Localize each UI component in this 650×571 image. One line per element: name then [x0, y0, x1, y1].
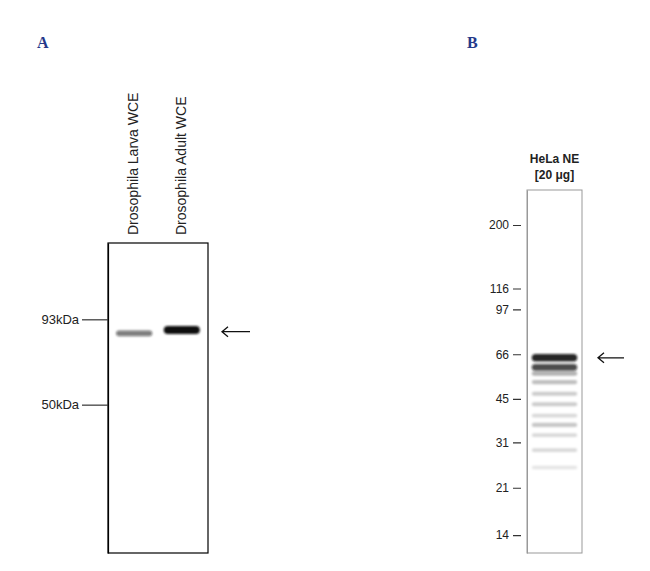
tick: 93kDa — [41, 312, 108, 327]
tick-label: 31 — [496, 436, 510, 450]
tick: 66 — [496, 348, 527, 362]
tick-label: 21 — [496, 481, 510, 495]
lane-label: HeLa NE — [530, 152, 579, 166]
tick-label: 93kDa — [41, 312, 79, 327]
tick-mark — [513, 225, 527, 226]
figure: A 93kDa 50kDa Drosophila Larva WCE Drosophil… — [0, 0, 650, 571]
band — [532, 371, 577, 376]
lane-label: [20 μg] — [535, 168, 574, 182]
band — [116, 330, 152, 336]
gel-frame — [108, 243, 208, 553]
tick: 14 — [496, 528, 527, 542]
arrow — [222, 327, 250, 337]
band — [532, 354, 577, 362]
band — [532, 466, 577, 470]
tick-mark — [513, 288, 527, 289]
tick-mark — [513, 488, 527, 489]
tick-mark — [513, 399, 527, 400]
tick: 45 — [496, 392, 527, 406]
tick-label: 200 — [489, 218, 509, 232]
lane-label: Drosophila Larva WCE — [125, 93, 141, 235]
panel-title: B — [467, 34, 478, 51]
lane-label: Drosophila Adult WCE — [173, 96, 189, 235]
tick-mark — [513, 535, 527, 536]
tick-mark — [513, 354, 527, 355]
y-axis: 93kDa 50kDa — [41, 244, 108, 554]
band — [164, 326, 200, 334]
tick-mark — [513, 309, 527, 310]
band — [532, 364, 577, 371]
y-axis: 200 116 97 66 45 31 21 14 — [489, 191, 528, 554]
panel: B 200 116 97 66 45 31 21 14 HeLa NE [20 μg] — [467, 34, 624, 554]
band — [532, 423, 577, 427]
tick-label: 97 — [496, 303, 510, 317]
tick: 97 — [496, 303, 527, 317]
bands — [532, 354, 577, 469]
tick-mark — [82, 405, 108, 406]
tick: 50kDa — [41, 397, 108, 412]
tick-mark — [82, 319, 108, 320]
band — [532, 414, 577, 418]
tick: 21 — [496, 481, 527, 495]
tick-label: 116 — [490, 282, 509, 296]
band — [532, 392, 577, 396]
band — [532, 448, 577, 452]
tick-label: 66 — [496, 348, 510, 362]
axis-line — [527, 191, 528, 554]
tick: 116 — [490, 282, 527, 296]
band — [532, 380, 577, 384]
tick-label: 14 — [496, 528, 510, 542]
band — [532, 402, 577, 406]
panel: A 93kDa 50kDa Drosophila Larva WCE Drosophil… — [37, 34, 250, 554]
tick-mark — [513, 442, 527, 443]
axis-line — [108, 244, 109, 554]
tick: 200 — [489, 218, 527, 232]
gel-frame — [527, 190, 582, 553]
tick-label: 50kDa — [41, 397, 79, 412]
panel-title: A — [37, 34, 49, 51]
band — [532, 433, 577, 437]
bands — [116, 326, 200, 336]
tick: 31 — [496, 436, 527, 450]
arrow — [598, 353, 624, 363]
tick-label: 45 — [496, 392, 510, 406]
